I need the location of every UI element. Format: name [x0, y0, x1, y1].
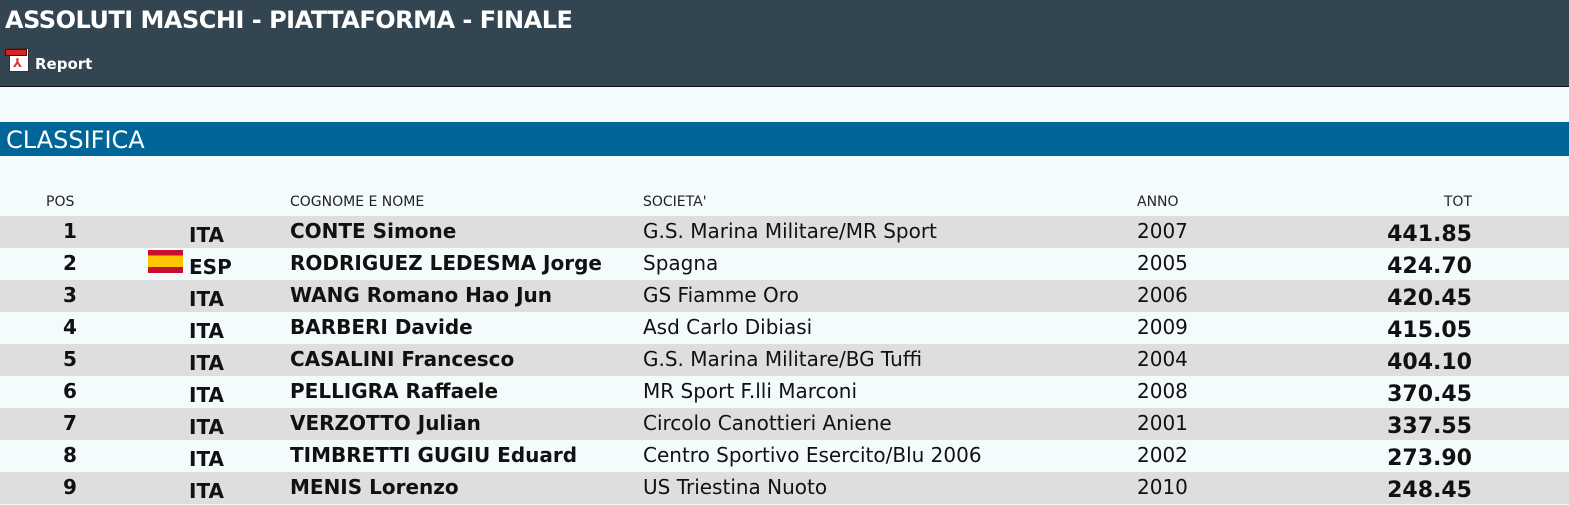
total-score: 337.55	[1387, 414, 1472, 439]
athlete-name: VERZOTTO Julian	[290, 411, 481, 435]
birth-year: 2006	[1137, 283, 1188, 307]
flag-ita-icon	[148, 378, 183, 401]
nation-code: ITA	[189, 447, 225, 471]
col-header-name: COGNOME E NOME	[290, 194, 425, 210]
nation-code: ITA	[189, 223, 225, 247]
page-title: ASSOLUTI MASCHI - PIATTAFORMA - FINALE	[5, 6, 573, 34]
club: US Triestina Nuoto	[643, 475, 828, 499]
club: MR Sport F.lli Marconi	[643, 379, 857, 403]
club: Asd Carlo Dibiasi	[643, 315, 813, 339]
col-header-pos: POS	[46, 194, 75, 210]
table-row: 4 ITA BARBERI Davide Asd Carlo Dibiasi 2…	[0, 312, 1569, 344]
table-row: 7 ITA VERZOTTO Julian Circolo Canottieri…	[0, 408, 1569, 440]
flag-ita-icon	[148, 282, 183, 305]
birth-year: 2002	[1137, 443, 1188, 467]
birth-year: 2001	[1137, 411, 1188, 435]
nation-code: ITA	[189, 351, 225, 375]
total-score: 420.45	[1387, 286, 1472, 311]
position: 8	[63, 443, 77, 467]
position: 5	[63, 347, 77, 371]
table-row: 2 ESP RODRIGUEZ LEDESMA Jorge Spagna 200…	[0, 248, 1569, 280]
report-link[interactable]: ⅄ Report	[5, 46, 92, 73]
athlete-name: WANG Romano Hao Jun	[290, 283, 553, 307]
total-score: 404.10	[1387, 350, 1472, 375]
athlete-name: RODRIGUEZ LEDESMA Jorge	[290, 251, 602, 275]
birth-year: 2004	[1137, 347, 1188, 371]
club: GS Fiamme Oro	[643, 283, 799, 307]
section-title: CLASSIFICA	[0, 122, 1569, 156]
nation-code: ITA	[189, 319, 225, 343]
flag-esp-icon	[148, 250, 183, 273]
position: 7	[63, 411, 77, 435]
club: G.S. Marina Militare/MR Sport	[643, 219, 937, 243]
position: 9	[63, 475, 77, 499]
birth-year: 2009	[1137, 315, 1188, 339]
position: 6	[63, 379, 77, 403]
nation-code: ESP	[189, 255, 232, 279]
flag-ita-icon	[148, 474, 183, 497]
table-row: 9 ITA MENIS Lorenzo US Triestina Nuoto 2…	[0, 472, 1569, 504]
position: 4	[63, 315, 77, 339]
total-score: 424.70	[1387, 254, 1472, 279]
total-score: 370.45	[1387, 382, 1472, 407]
birth-year: 2010	[1137, 475, 1188, 499]
table-row: 6 ITA PELLIGRA Raffaele MR Sport F.lli M…	[0, 376, 1569, 408]
birth-year: 2008	[1137, 379, 1188, 403]
athlete-name: PELLIGRA Raffaele	[290, 379, 499, 403]
athlete-name: TIMBRETTI GUGIU Eduard	[290, 443, 578, 467]
club: Circolo Canottieri Aniene	[643, 411, 892, 435]
flag-ita-icon	[148, 442, 183, 465]
flag-ita-icon	[148, 410, 183, 433]
position: 3	[63, 283, 77, 307]
col-header-societa: SOCIETA'	[643, 194, 707, 210]
birth-year: 2007	[1137, 219, 1188, 243]
athlete-name: CONTE Simone	[290, 219, 457, 243]
total-score: 248.45	[1387, 478, 1472, 503]
birth-year: 2005	[1137, 251, 1188, 275]
col-header-tot: TOT	[1443, 194, 1472, 210]
nation-code: ITA	[189, 287, 225, 311]
header-bar: ASSOLUTI MASCHI - PIATTAFORMA - FINALE ⅄…	[0, 0, 1569, 87]
club: Spagna	[643, 251, 719, 275]
total-score: 441.85	[1387, 222, 1472, 247]
athlete-name: BARBERI Davide	[290, 315, 473, 339]
club: Centro Sportivo Esercito/Blu 2006	[643, 443, 982, 467]
nation-code: ITA	[189, 479, 225, 503]
flag-ita-icon	[148, 218, 183, 241]
flag-ita-icon	[148, 314, 183, 337]
position: 2	[63, 251, 77, 275]
flag-ita-icon	[148, 346, 183, 369]
table-row: 1 ITA CONTE Simone G.S. Marina Militare/…	[0, 216, 1569, 248]
col-header-anno: ANNO	[1137, 194, 1179, 210]
report-label: Report	[35, 55, 93, 73]
position: 1	[63, 219, 77, 243]
athlete-name: MENIS Lorenzo	[290, 475, 459, 499]
table-row: 3 ITA WANG Romano Hao Jun GS Fiamme Oro …	[0, 280, 1569, 312]
pdf-icon: ⅄	[5, 46, 29, 73]
nation-code: ITA	[189, 415, 225, 439]
athlete-name: CASALINI Francesco	[290, 347, 515, 371]
table-row: 5 ITA CASALINI Francesco G.S. Marina Mil…	[0, 344, 1569, 376]
club: G.S. Marina Militare/BG Tuffi	[643, 347, 923, 371]
total-score: 273.90	[1387, 446, 1472, 471]
table-row: 8 ITA TIMBRETTI GUGIU Eduard Centro Spor…	[0, 440, 1569, 472]
nation-code: ITA	[189, 383, 225, 407]
total-score: 415.05	[1387, 318, 1472, 343]
